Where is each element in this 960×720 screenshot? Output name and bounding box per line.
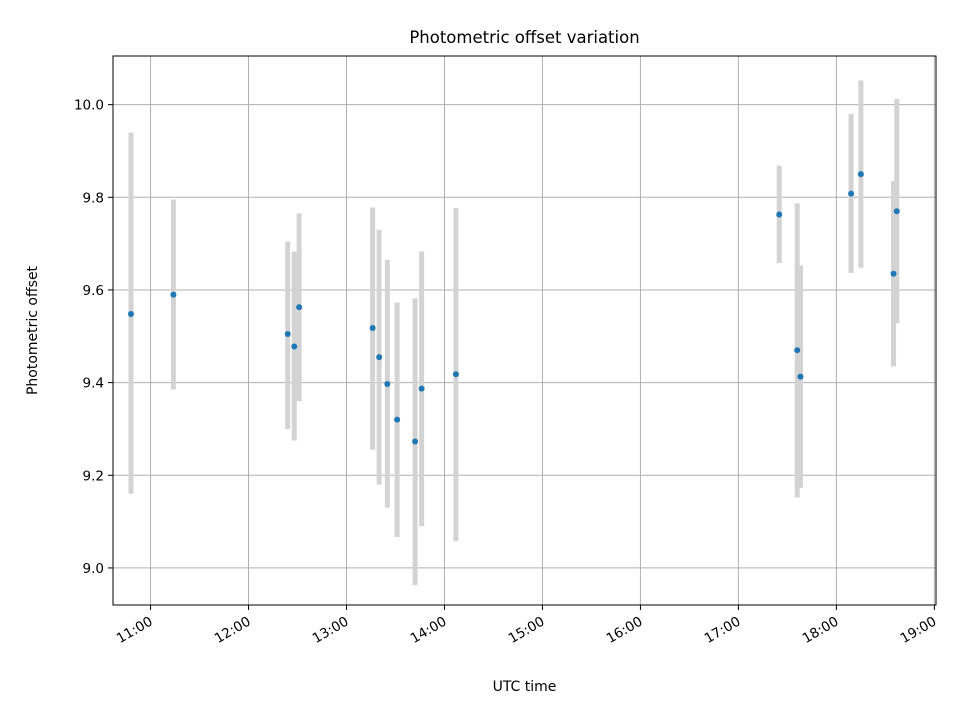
y-tick-label: 9.4 (83, 376, 104, 392)
data-point (412, 438, 419, 445)
plot-frame (112, 55, 937, 606)
y-axis: 9.0 9.2 9.4 9.6 9.8 10.0 (74, 98, 113, 577)
data-point (452, 371, 459, 378)
data-point (890, 270, 897, 277)
data-point (291, 343, 298, 350)
data-point (418, 385, 425, 392)
data-point (893, 208, 900, 215)
data-points (127, 171, 900, 445)
data-point (284, 330, 291, 337)
data-point (296, 304, 303, 311)
data-point (797, 373, 804, 380)
y-tick-label: 9.8 (83, 190, 104, 206)
data-point (170, 291, 177, 298)
data-point (376, 354, 383, 361)
data-point (369, 324, 376, 331)
data-point (794, 347, 801, 354)
x-axis-title: UTC time (493, 679, 557, 695)
data-point (127, 311, 134, 318)
data-point (384, 381, 391, 388)
data-point (394, 416, 401, 423)
y-tick-label: 9.0 (83, 561, 104, 577)
chart-title: Photometric offset variation (409, 28, 639, 47)
data-point (776, 211, 783, 218)
y-tick-label: 9.6 (83, 283, 104, 299)
data-point (857, 171, 864, 178)
y-tick-label: 9.2 (83, 468, 104, 484)
y-tick-label: 10.0 (74, 98, 104, 114)
y-axis-title: Photometric offset (25, 265, 41, 395)
data-point (848, 190, 855, 197)
